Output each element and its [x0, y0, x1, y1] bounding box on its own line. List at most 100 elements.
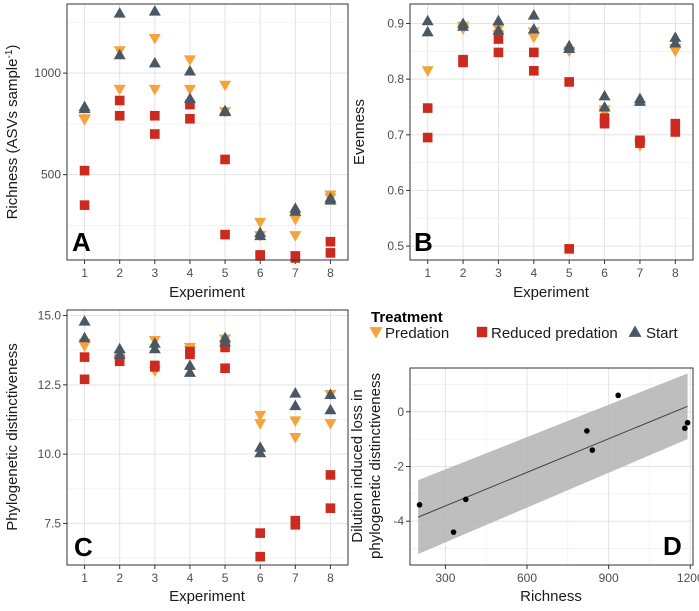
- x-tick-label: 1: [81, 571, 88, 585]
- point-predation: [148, 84, 161, 96]
- point-reduced-predation: [255, 551, 265, 562]
- point-start: [113, 48, 126, 60]
- point-start: [527, 23, 540, 34]
- point-start: [183, 65, 196, 76]
- point-richness-loss: [450, 529, 457, 535]
- panel-b-points: [421, 9, 682, 254]
- x-tick-label: 1: [424, 266, 431, 280]
- point-start: [633, 95, 646, 106]
- y-tick-label: -2: [393, 460, 404, 474]
- point-reduced-predation: [325, 248, 336, 258]
- point-reduced-predation: [325, 470, 336, 480]
- point-reduced-predation: [185, 99, 195, 110]
- point-reduced-predation: [325, 236, 336, 247]
- point-richness-loss: [589, 447, 596, 453]
- legend-key-start: [628, 325, 642, 337]
- point-start: [563, 42, 576, 54]
- point-start: [492, 24, 505, 35]
- point-start: [183, 92, 196, 103]
- panel-a-ylabel-main: Richness (ASVs sample: [4, 59, 21, 220]
- confidence-band: [418, 373, 688, 555]
- point-predation: [289, 231, 302, 242]
- point-predation: [289, 433, 302, 444]
- panel-a-frame: [66, 3, 349, 261]
- y-tick-label: 1000: [34, 66, 61, 80]
- point-reduced-predation: [255, 251, 265, 261]
- point-reduced-predation: [635, 138, 645, 148]
- point-start: [78, 331, 91, 343]
- panel-d-ylabel-line1: Dilution induced loss in: [349, 389, 366, 542]
- point-reduced-predation: [150, 110, 160, 121]
- point-start: [148, 5, 161, 16]
- y-tick-label: -4: [393, 514, 404, 528]
- regression-line: [417, 405, 688, 518]
- panel-c-frame: [66, 309, 349, 566]
- legend: Treatment Predation Reduced predation St…: [369, 309, 679, 342]
- point-reduced-predation: [670, 118, 681, 129]
- panel-a-ticks: 500 1000 1 2 3 4 5 6 7 8: [34, 66, 334, 280]
- point-reduced-predation: [529, 65, 539, 76]
- x-tick-label: 3: [151, 266, 158, 280]
- point-predation: [254, 419, 267, 430]
- point-start: [183, 366, 196, 377]
- point-reduced-predation: [114, 356, 125, 367]
- y-tick-label: 15.0: [38, 309, 62, 323]
- point-reduced-predation: [290, 253, 301, 263]
- y-tick-label: 0.5: [387, 239, 404, 253]
- x-tick-label: 3: [495, 266, 502, 280]
- panel-a: 500 1000 1 2 3 4 5 6 7 8 A Experiment Richness (A…: [4, 3, 349, 301]
- point-reduced-predation: [220, 342, 230, 353]
- panel-d-letter: D: [663, 531, 682, 561]
- panel-b-frame: [409, 3, 694, 261]
- y-tick-label: 10.0: [38, 447, 62, 461]
- point-predation: [113, 84, 126, 96]
- legend-label-predation: Predation: [385, 325, 449, 342]
- point-start: [148, 56, 161, 68]
- point-reduced-predation: [670, 127, 681, 137]
- x-tick-label: 1200: [677, 571, 699, 585]
- point-reduced-predation: [599, 113, 610, 123]
- point-reduced-predation: [529, 47, 539, 58]
- point-reduced-predation: [325, 503, 336, 513]
- point-start: [254, 446, 267, 458]
- point-predation: [527, 32, 540, 44]
- point-start: [289, 399, 302, 411]
- panel-c: 7.5 10.0 12.5 15.0 1 2 3 4 5 6 7 8 C Experiment Phy…: [4, 309, 349, 605]
- panel-a-ylabel-sup: -1: [4, 49, 15, 58]
- point-reduced-predation: [150, 362, 160, 372]
- point-start: [598, 100, 611, 112]
- point-predation: [289, 214, 302, 226]
- point-start: [598, 89, 611, 101]
- panel-b-xlabel: Experiment: [513, 284, 590, 301]
- point-start: [113, 342, 126, 354]
- x-tick-label: 6: [257, 571, 264, 585]
- x-tick-label: 5: [222, 571, 229, 585]
- point-reduced-predation: [114, 110, 125, 121]
- x-tick-label: 3: [151, 571, 158, 585]
- point-start: [289, 387, 302, 398]
- point-predation: [78, 341, 91, 353]
- point-richness-loss: [684, 419, 691, 426]
- point-predation: [183, 84, 196, 96]
- x-tick-label: 8: [327, 571, 334, 585]
- point-start: [421, 25, 434, 37]
- point-start: [148, 337, 161, 348]
- panel-a-ylabel-close: ): [4, 45, 21, 50]
- panel-d-points: [416, 392, 691, 535]
- x-tick-label: 5: [566, 266, 573, 280]
- panel-b-ticks: 0.5 0.6 0.7 0.8 0.9 1 2 3 4 5 6 7 8: [387, 16, 679, 280]
- x-tick-label: 7: [292, 571, 299, 585]
- panel-d-ylabel-line2: phylogenetic distinctiveness: [367, 373, 384, 559]
- x-tick-label: 4: [187, 266, 194, 280]
- point-reduced-predation: [290, 520, 301, 530]
- point-start: [289, 205, 302, 216]
- y-tick-label: 0.9: [387, 16, 404, 30]
- point-start: [324, 403, 337, 415]
- point-start: [148, 342, 161, 354]
- point-reduced-predation: [422, 103, 433, 113]
- point-start: [219, 335, 232, 347]
- point-start: [254, 229, 267, 241]
- point-start: [421, 14, 434, 26]
- x-tick-label: 4: [530, 266, 537, 280]
